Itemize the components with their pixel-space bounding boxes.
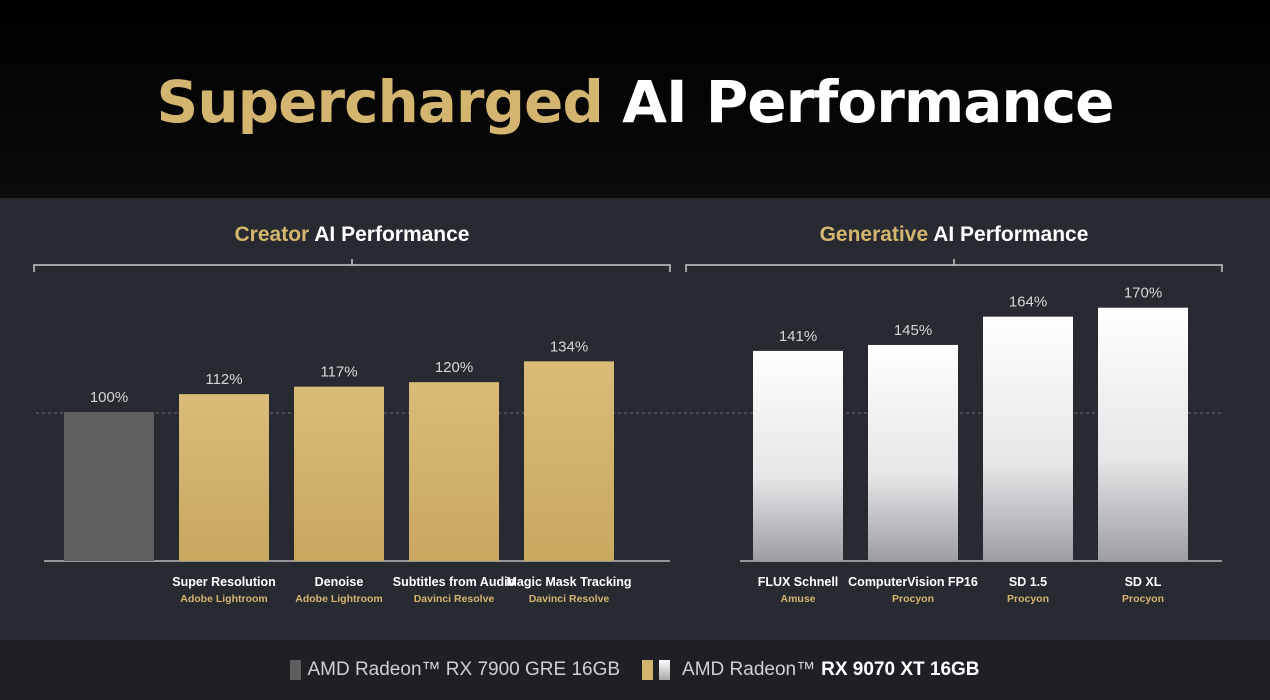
generative-chart-title: Generative AI Performance (820, 223, 1089, 246)
creator-bar-baseline (64, 412, 154, 561)
legend-swatch-white (659, 660, 671, 680)
generative-sublabel-sd-xl: Procyon (1122, 593, 1164, 605)
title-band (0, 0, 1270, 198)
generative-bar-sd-1-5 (983, 316, 1073, 561)
creator-sublabel-denoise: Adobe Lightroom (295, 593, 383, 605)
creator-bar-magic-mask-tracking (524, 361, 614, 561)
legend-label-rx9070xt-prefix: AMD Radeon™ (682, 659, 816, 680)
legend: AMD Radeon™ RX 7900 GRE 16GB AMD Radeon™… (0, 640, 1270, 700)
creator-bar-super-resolution (179, 394, 269, 561)
creator-value-label-subtitles-from-audio: 120% (435, 359, 473, 376)
legend-label-rx9070xt-strong: RX 9070 XT 16GB (821, 659, 980, 680)
generative-category-label-flux-schnell: FLUX Schnell (758, 575, 839, 589)
legend-swatch-gray (290, 660, 302, 680)
creator-sublabel-subtitles-from-audio: Davinci Resolve (414, 593, 495, 605)
creator-category-label-subtitles-from-audio: Subtitles from Audio (393, 575, 516, 589)
generative-sublabel-sd-1-5: Procyon (1007, 593, 1049, 605)
creator-value-label-magic-mask-tracking: 134% (550, 338, 588, 355)
generative-value-label-flux-schnell: 141% (779, 328, 817, 345)
generative-sublabel-computervision-fp16: Procyon (892, 593, 934, 605)
generative-sublabel-flux-schnell: Amuse (780, 593, 815, 605)
main-title: Supercharged AI Performance (0, 62, 1270, 142)
generative-value-label-sd-xl: 170% (1124, 285, 1162, 302)
generative-value-label-sd-1-5: 164% (1009, 294, 1047, 311)
creator-category-label-denoise: Denoise (315, 575, 364, 589)
legend-swatch-gold (642, 660, 654, 680)
legend-item-rx7900gre: AMD Radeon™ RX 7900 GRE 16GB (290, 659, 620, 681)
generative-bar-sd-xl (1098, 307, 1188, 561)
main-title-highlight: Supercharged (156, 68, 604, 136)
generative-category-label-sd-xl: SD XL (1125, 575, 1162, 589)
charts-svg: Creator AI Performance Generative AI Per… (33, 223, 1223, 605)
main-title-rest: AI Performance (622, 68, 1114, 136)
creator-category-label-magic-mask-tracking: Magic Mask Tracking (506, 575, 631, 589)
creator-chart-title: Creator AI Performance (235, 223, 470, 246)
generative-category-label-sd-1-5: SD 1.5 (1009, 575, 1047, 589)
generative-bracket (685, 259, 1223, 272)
legend-label-rx7900gre: AMD Radeon™ RX 7900 GRE 16GB (307, 659, 621, 680)
generative-bar-flux-schnell (753, 350, 843, 561)
creator-sublabel-magic-mask-tracking: Davinci Resolve (529, 593, 610, 605)
creator-bar-denoise (294, 386, 384, 561)
creator-bar-subtitles-from-audio (409, 382, 499, 561)
creator-bracket (33, 259, 671, 272)
legend-item-rx9070xt: AMD Radeon™ RX 9070 XT 16GB (642, 659, 980, 681)
creator-category-label-super-resolution: Super Resolution (172, 575, 275, 589)
creator-value-label-super-resolution: 112% (205, 371, 242, 388)
creator-sublabel-super-resolution: Adobe Lightroom (180, 593, 268, 605)
chart-marks: 100% 112% Super Resolution Adobe Lightroom 1… (64, 285, 1188, 605)
creator-value-label-baseline: 100% (90, 389, 128, 406)
generative-category-label-computervision-fp16: ComputerVision FP16 (848, 575, 978, 589)
creator-value-label-denoise: 117% (320, 364, 357, 381)
generative-value-label-computervision-fp16: 145% (894, 322, 932, 339)
generative-bar-computervision-fp16 (868, 344, 958, 561)
